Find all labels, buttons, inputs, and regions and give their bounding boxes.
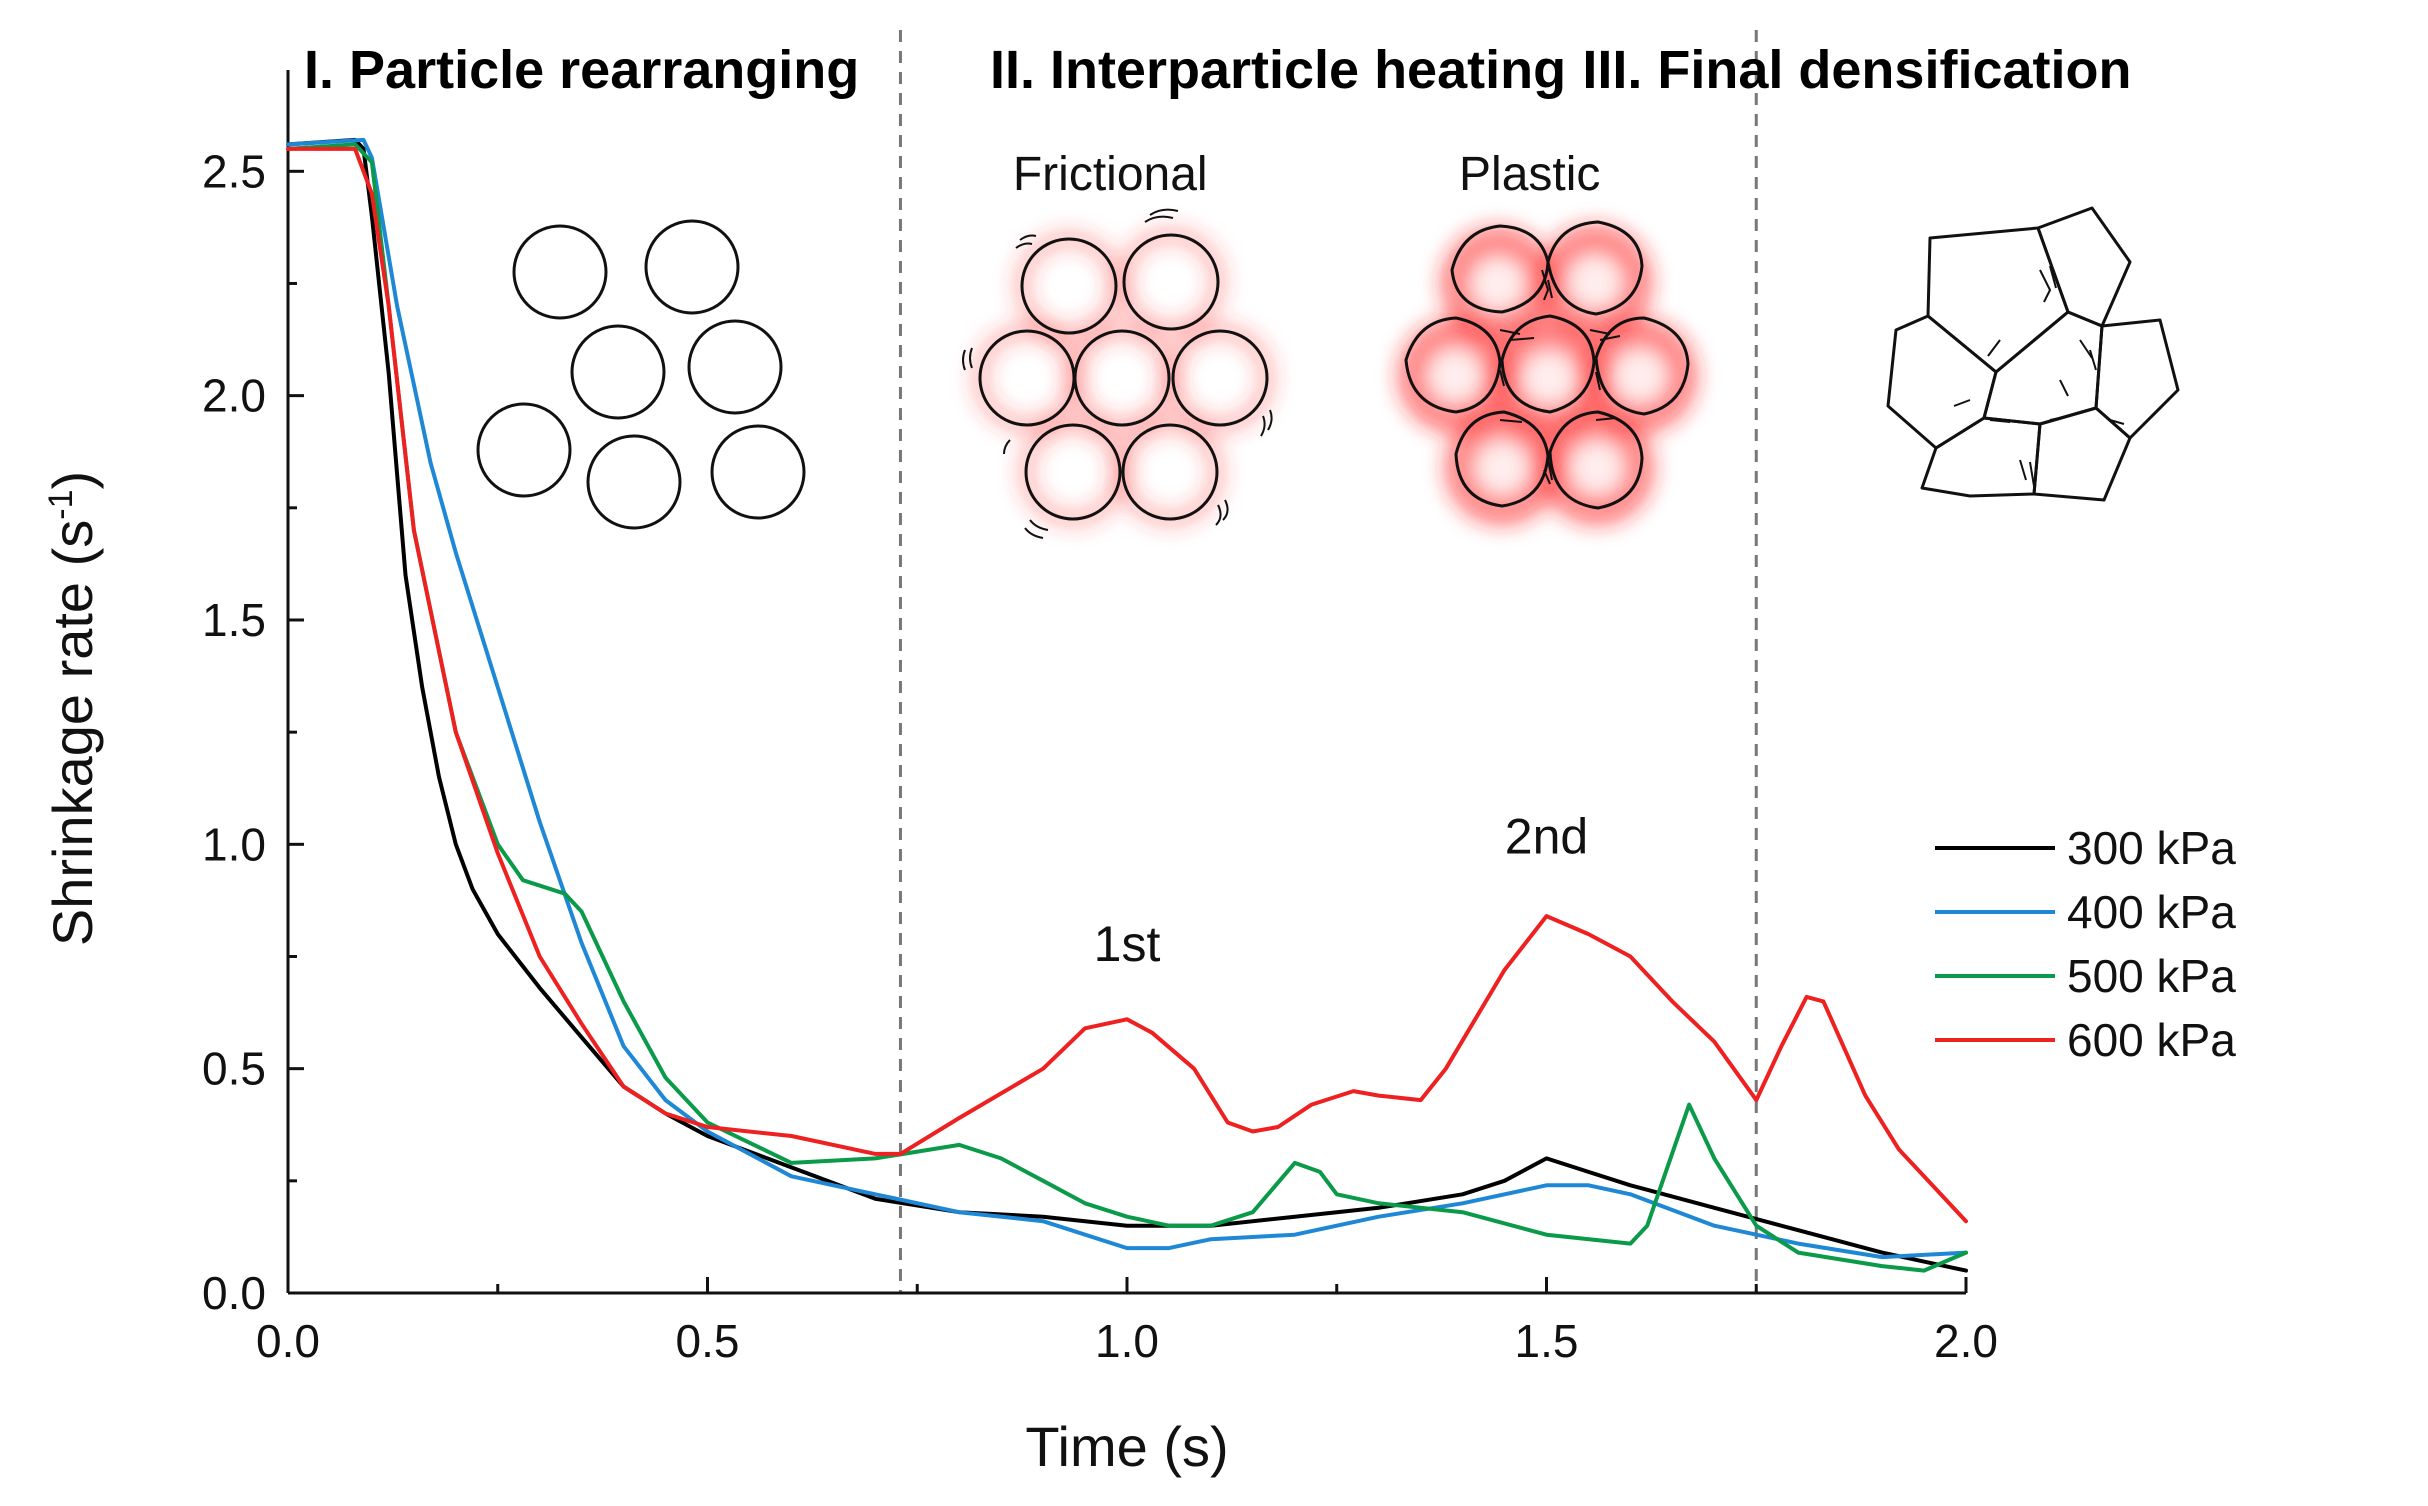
plot-area: I. Particle rearranging II. Interparticle… [41,30,2236,1478]
legend-label-1: 300 kPa [2067,822,2236,874]
inset-label-1: Frictional [1013,148,1208,201]
legend-label-2: 400 kPa [2067,886,2236,938]
x-tick-label: 0.5 [676,1315,740,1367]
legend-label-4: 600 kPa [2067,1014,2236,1066]
x-axis-title: Time (s) [1025,1415,1228,1478]
x-tick-label: 0.0 [256,1315,320,1367]
y-tick-label: 2.5 [202,145,266,197]
stage-title-3: III. Final densification [1582,40,2131,100]
frictional-particles-icon [962,208,1275,539]
stage-title-2: II. Interparticle heating [990,40,1566,100]
loose-particles-icon [476,219,806,530]
x-tick-label: 2.0 [1934,1315,1998,1367]
y-tick-label: 2.0 [202,370,266,422]
peak-label-2: 2nd [1505,808,1588,864]
densified-hexagons-icon [1886,206,2180,502]
stage-title-1: I. Particle rearranging [304,40,859,100]
peak-label-1: 1st [1094,916,1161,972]
inset-label-2: Plastic [1459,148,1600,201]
series-line-500-kpa [286,142,1968,1273]
legend-label-3: 500 kPa [2067,950,2236,1002]
series-line-300-kpa [286,137,1968,1273]
x-tick-label: 1.5 [1515,1315,1579,1367]
plastic-particles-icon [1397,220,1698,526]
x-tick-label: 1.0 [1095,1315,1159,1367]
particle-schematics [476,206,2180,539]
y-tick-label: 1.0 [202,818,266,870]
y-tick-label: 0.0 [202,1267,266,1319]
series-line-600-kpa [286,146,1968,1224]
y-tick-label: 1.5 [202,594,266,646]
y-tick-label: 0.5 [202,1043,266,1095]
y-axis-title: Shrinkage rate (s-1) [41,471,104,946]
series-line-400-kpa [286,137,1968,1260]
